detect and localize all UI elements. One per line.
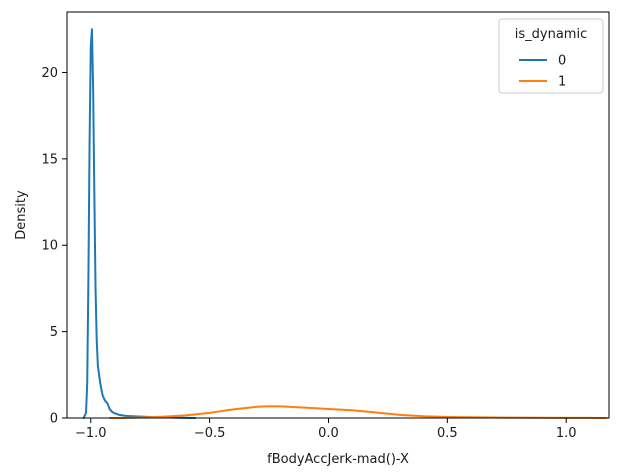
y-tick-label: 10: [41, 239, 58, 254]
y-tick-label: 0: [50, 412, 58, 427]
y-axis-label: Density: [14, 190, 29, 240]
y-tick-label: 20: [41, 66, 58, 81]
x-tick-label: 1.0: [556, 426, 577, 441]
x-axis-label: fBodyAccJerk-mad()-X: [267, 452, 409, 467]
y-tick-label: 15: [41, 152, 58, 167]
series-line-1: [108, 405, 608, 419]
y-tick-label: 5: [50, 325, 58, 340]
legend-box: [498, 18, 604, 94]
x-tick-label: −1.0: [75, 426, 107, 441]
x-tick-label: 0.5: [437, 426, 458, 441]
legend-title: is_dynamic: [515, 27, 587, 42]
x-tick-label: 0.0: [318, 426, 339, 441]
legend-entry-label: 0: [558, 54, 566, 69]
series-line-0: [82, 28, 197, 419]
x-tick-label: −0.5: [194, 426, 226, 441]
legend: is_dynamic 0 1: [498, 18, 604, 94]
plot-frame: [66, 11, 610, 419]
legend-entry-label: 1: [558, 75, 566, 90]
